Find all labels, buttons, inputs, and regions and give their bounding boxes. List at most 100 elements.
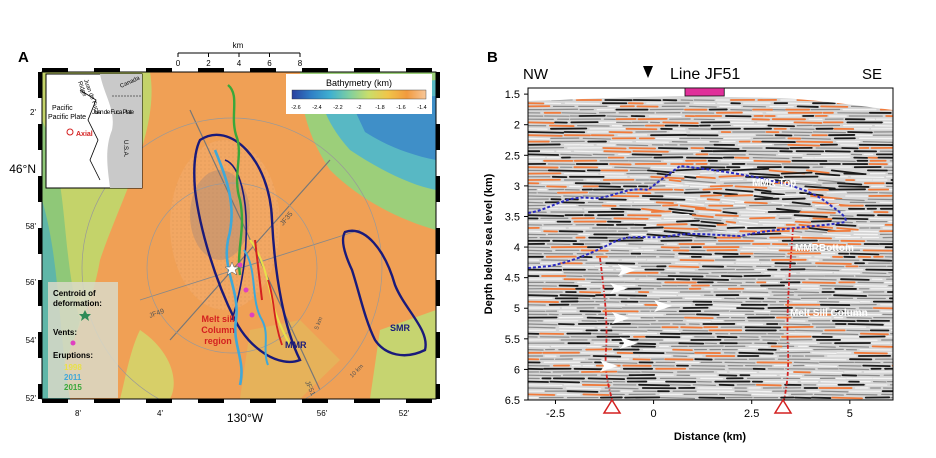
scale-tick-label: 0 xyxy=(176,59,181,68)
direction-nw: NW xyxy=(523,66,549,83)
scale-bar: km 0 2 4 6 8 xyxy=(176,41,303,68)
reflectors xyxy=(528,98,893,400)
colorbar-title: Bathymetry (km) xyxy=(326,78,392,88)
melt-sill-column-label: Melt Sill Column xyxy=(790,308,868,319)
colorbar-tick-label: -1.6 xyxy=(396,105,405,111)
depth-tick-label: 3 xyxy=(514,181,520,193)
mmr-bottom-label: MMRBottom xyxy=(795,243,854,254)
colorbar-tick-label: -2.2 xyxy=(333,105,342,111)
ring-label-5km: 5 km xyxy=(314,316,324,330)
colorbar-tick-label: -1.4 xyxy=(417,105,426,111)
arrow-icon xyxy=(618,264,636,276)
arrow-icon xyxy=(610,283,628,294)
depth-axis-label: Depth below sea level (km) xyxy=(483,173,495,314)
colorbar: Bathymetry (km) -2.6 -2.4 -2.2 -2 -1.8 -1.6 -1… xyxy=(286,74,432,114)
profile-label-jf49: JF49 xyxy=(148,308,165,320)
colorbar-tick-label: -1.8 xyxy=(375,105,384,111)
depth-axis: 1.5 2 2.5 3 3.5 4 4.5 5 5.5 6 6.5 xyxy=(505,89,528,407)
latitude-label: 58' xyxy=(26,222,37,231)
colorbar-ticks: -2.6 -2.4 -2.2 -2 -1.8 -1.6 -1.4 xyxy=(291,105,426,111)
inset-pacific-plate: Pacific Plate xyxy=(48,114,86,121)
mmr-top-label: MMR Top xyxy=(752,178,796,189)
distance-tick-label: 5 xyxy=(847,408,853,420)
inset-map: Canada Pacific Pacific Plate Juan de Fuc… xyxy=(45,73,143,189)
melt-sill-label: Melt sill Column region xyxy=(201,314,235,346)
distance-tick-label: -2.5 xyxy=(546,408,565,420)
distance-tick-label: 0 xyxy=(651,408,657,420)
column-marker-left-icon xyxy=(602,398,622,414)
latitude-label: 52' xyxy=(26,394,37,403)
colorbar-tick-label: -2.4 xyxy=(312,105,321,111)
latitude-label: 46°N xyxy=(9,162,36,176)
latitude-label: 54' xyxy=(26,336,37,345)
latitude-label: 56' xyxy=(26,278,37,287)
seismic-line-title: Line JF51 xyxy=(670,66,740,83)
depth-tick-label: 5.5 xyxy=(505,334,520,346)
inset-axial-label: Axial xyxy=(76,131,93,138)
longitude-label: 8' xyxy=(75,409,81,418)
legend-vents: Vents: xyxy=(53,328,77,337)
legend-year-2015: 2015 xyxy=(64,383,82,392)
panel-b-letter: B xyxy=(487,49,498,66)
arrow-icon xyxy=(600,360,618,372)
direction-se: SE xyxy=(862,66,882,83)
longitude-labels: 8' 4' 130°W 56' 52' xyxy=(75,409,410,425)
caldera-bar xyxy=(684,87,725,97)
column-marker-right-icon xyxy=(773,398,793,414)
panel-a-letter: A xyxy=(18,49,29,66)
scale-tick-label: 8 xyxy=(298,59,303,68)
region-label-smr: SMR xyxy=(390,323,411,333)
panel-b: B NW SE Line JF51 xyxy=(483,49,894,443)
inset-pacific-plate-line1: Pacific xyxy=(52,105,73,112)
depth-tick-label: 4 xyxy=(514,242,520,254)
legend-centroid-1: Centroid of xyxy=(53,289,96,298)
svg-text:region: region xyxy=(204,336,232,346)
svg-text:Column: Column xyxy=(201,325,235,335)
legend-centroid-2: deformation: xyxy=(53,299,102,308)
map-border xyxy=(38,68,440,403)
colorbar-tick-label: -2.6 xyxy=(291,105,300,111)
scale-bar-ticks: 0 2 4 6 8 xyxy=(176,53,303,68)
depth-tick-label: 3.5 xyxy=(505,211,520,223)
depth-tick-label: 6 xyxy=(514,364,520,376)
depth-tick-label: 2 xyxy=(514,120,520,132)
centroid-star-icon xyxy=(224,261,240,276)
legend-year-1998: 1998 xyxy=(64,363,82,372)
profile-crossing-marker-icon xyxy=(643,66,653,78)
depth-tick-label: 2.5 xyxy=(505,150,520,162)
legend-star-icon xyxy=(79,310,91,321)
panel-a: A km 0 2 4 6 8 xyxy=(9,41,440,425)
distance-axis-label: Distance (km) xyxy=(674,431,746,443)
arrow-icon xyxy=(612,312,630,324)
longitude-label: 56' xyxy=(317,409,328,418)
longitude-label: 52' xyxy=(399,409,410,418)
seismic-section: MMR Top MMRBottom Melt Sill Column xyxy=(527,87,894,414)
inset-jdf-plate: Juan de Fuca Plate xyxy=(92,109,134,116)
svg-text:Melt sill: Melt sill xyxy=(201,314,234,324)
scale-tick-label: 6 xyxy=(267,59,272,68)
inset-ridge-label-2: Ridge xyxy=(76,81,87,98)
scale-bar-unit: km xyxy=(233,41,244,50)
map-legend: Centroid of deformation: Vents: Eruption… xyxy=(48,282,118,398)
legend-year-2011: 2011 xyxy=(64,373,82,382)
distance-tick-label: 2.5 xyxy=(744,408,759,420)
distance-axis: -2.5 0 2.5 5 xyxy=(546,400,853,420)
inset-usa-label: U.S.A. xyxy=(122,140,128,158)
legend-vent-icon xyxy=(70,340,76,346)
arrow-icon xyxy=(620,337,638,349)
depth-tick-label: 1.5 xyxy=(505,89,520,101)
latitude-labels: 2' 46°N 58' 56' 54' 52' xyxy=(9,108,36,403)
depth-tick-label: 5 xyxy=(514,303,520,315)
arrow-icon xyxy=(654,300,672,312)
melt-arrows xyxy=(600,264,672,372)
latitude-label: 2' xyxy=(30,108,36,117)
depth-tick-label: 4.5 xyxy=(505,273,520,285)
scale-tick-label: 4 xyxy=(237,59,242,68)
longitude-label: 4' xyxy=(157,409,163,418)
legend-eruptions: Eruptions: xyxy=(53,351,93,360)
longitude-label: 130°W xyxy=(227,411,264,425)
scale-tick-label: 2 xyxy=(206,59,211,68)
depth-tick-label: 6.5 xyxy=(505,395,520,407)
region-label-mmr: MMR xyxy=(285,340,307,350)
